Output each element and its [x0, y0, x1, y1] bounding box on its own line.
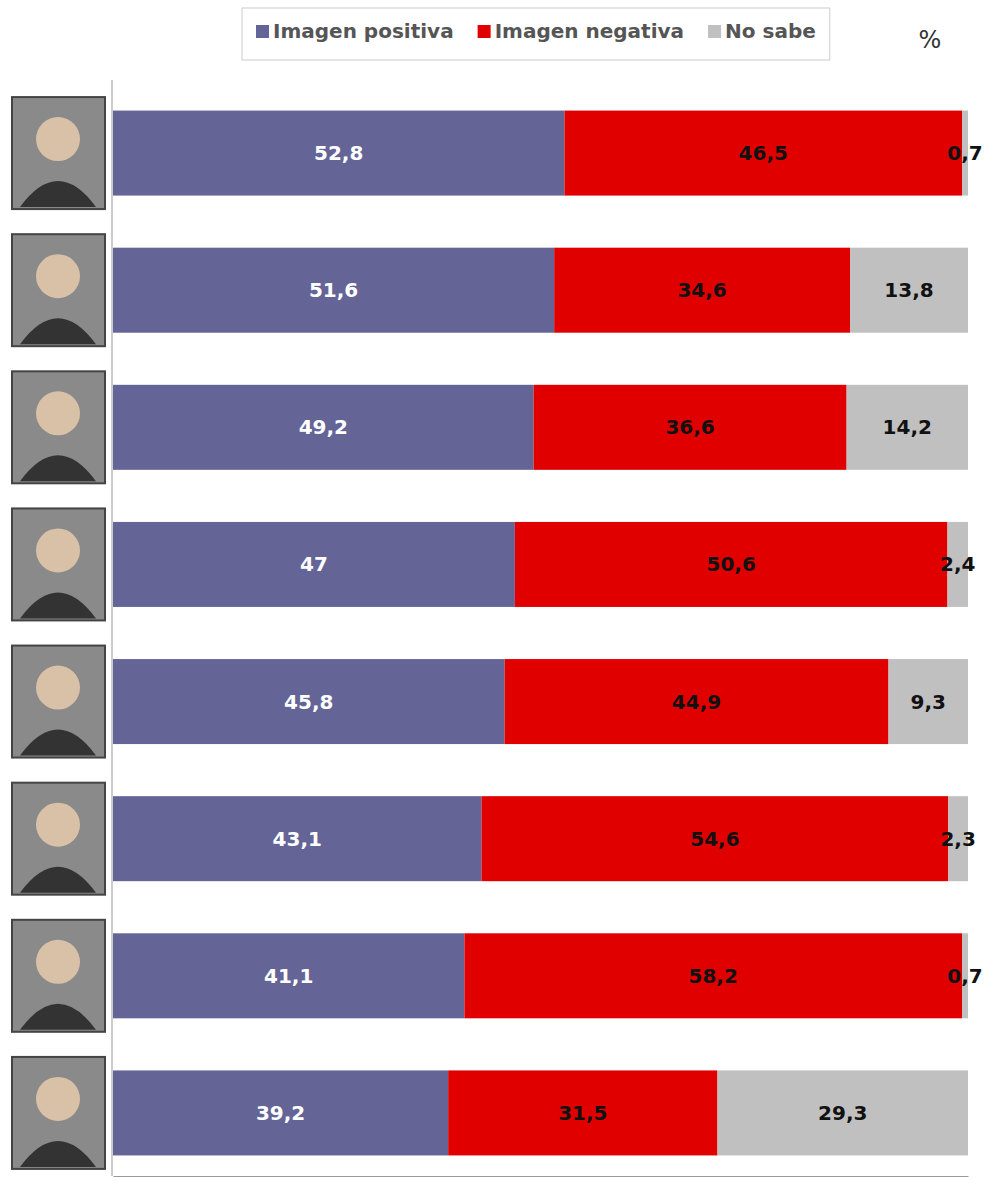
- unit-label: %: [919, 26, 942, 54]
- photo-body: [20, 867, 96, 893]
- photo-body: [20, 1141, 96, 1167]
- bar-segment: [482, 796, 949, 881]
- data-label: 41,1: [264, 964, 313, 988]
- bar-segment: [113, 385, 534, 470]
- photo-head: [36, 528, 80, 572]
- category-axis-line: [112, 80, 113, 1176]
- bar-segment: [564, 111, 962, 196]
- bar-segment: [113, 111, 564, 196]
- photo: [12, 508, 105, 620]
- bar-segment: [888, 659, 968, 744]
- bar-segment: [113, 659, 505, 744]
- photos: [12, 97, 105, 1169]
- legend-label: No sabe: [725, 19, 816, 43]
- photo-body: [20, 592, 96, 618]
- photo-head: [36, 1077, 80, 1121]
- photo-head: [36, 391, 80, 435]
- data-label: 36,6: [665, 415, 714, 439]
- data-label: 50,6: [706, 552, 755, 576]
- photo-frame: [12, 1057, 105, 1169]
- legend-swatch: [478, 25, 491, 38]
- bar-segment: [113, 248, 554, 333]
- bar-segment: [448, 1070, 717, 1155]
- bars: [113, 111, 968, 1156]
- photo-body: [20, 730, 96, 756]
- bar-segment: [534, 385, 847, 470]
- legend-label: Imagen positiva: [273, 19, 454, 43]
- photo: [12, 920, 105, 1032]
- bar-segment: [850, 248, 968, 333]
- photo-body: [20, 318, 96, 344]
- bar-segment: [464, 933, 962, 1018]
- bar-segment: [505, 659, 889, 744]
- bar-segment: [554, 248, 850, 333]
- data-labels: 52,8 51,6 49,2 47 45,8 43,1 41,1 39,2 46,5 34,6 36…: [256, 141, 983, 1125]
- bar-segment: [113, 1070, 448, 1155]
- photo-body: [20, 181, 96, 207]
- photo: [12, 646, 105, 758]
- photo-frame: [12, 646, 105, 758]
- bar-segment: [113, 796, 482, 881]
- photo-head: [36, 803, 80, 847]
- data-label: 44,9: [672, 690, 721, 714]
- data-label: 14,2: [883, 415, 932, 439]
- photo-frame: [12, 97, 105, 209]
- data-label: 45,8: [284, 690, 333, 714]
- photo-frame: [12, 234, 105, 346]
- data-label: 39,2: [256, 1101, 305, 1125]
- chart: 52,8 51,6 49,2 47 45,8 43,1 41,1 39,2 46,5 34,6 36…: [0, 0, 1000, 1186]
- photo: [12, 371, 105, 483]
- data-label: 49,2: [299, 415, 348, 439]
- photo-head: [36, 666, 80, 710]
- legend-swatch: [256, 25, 269, 38]
- data-label: 46,5: [739, 141, 788, 165]
- data-label: 34,6: [677, 278, 726, 302]
- photo-head: [36, 940, 80, 984]
- photo-frame: [12, 371, 105, 483]
- data-label: 0,7: [947, 141, 982, 165]
- data-label: 0,7: [947, 964, 982, 988]
- data-label: 54,6: [690, 827, 739, 851]
- data-label: 58,2: [689, 964, 738, 988]
- legend: Imagen positiva Imagen negativa No sabe: [242, 8, 830, 60]
- photo-head: [36, 117, 80, 161]
- data-label: 31,5: [558, 1101, 607, 1125]
- bar-segment: [113, 933, 464, 1018]
- data-label: 47: [300, 552, 328, 576]
- legend-swatch: [708, 25, 721, 38]
- photo: [12, 234, 105, 346]
- photo-frame: [12, 508, 105, 620]
- data-label: 2,3: [940, 827, 975, 851]
- bar-segment: [717, 1070, 968, 1155]
- photo: [12, 1057, 105, 1169]
- data-label: 13,8: [884, 278, 933, 302]
- photo-frame: [12, 783, 105, 895]
- data-label: 43,1: [273, 827, 322, 851]
- x-axis: [114, 1176, 969, 1177]
- bar-segment: [515, 522, 948, 607]
- bar-segment: [113, 522, 515, 607]
- data-label: 29,3: [818, 1101, 867, 1125]
- legend-box: [242, 8, 830, 60]
- data-label: 9,3: [911, 690, 946, 714]
- data-label: 2,4: [940, 552, 975, 576]
- legend-label: Imagen negativa: [495, 19, 684, 43]
- data-label: 51,6: [309, 278, 358, 302]
- photo: [12, 783, 105, 895]
- photo-frame: [12, 920, 105, 1032]
- photo-head: [36, 254, 80, 298]
- bar-segment: [847, 385, 968, 470]
- data-label: 52,8: [314, 141, 363, 165]
- photo-body: [20, 1004, 96, 1030]
- x-axis-line: [114, 1176, 969, 1177]
- photo-body: [20, 455, 96, 481]
- photo: [12, 97, 105, 209]
